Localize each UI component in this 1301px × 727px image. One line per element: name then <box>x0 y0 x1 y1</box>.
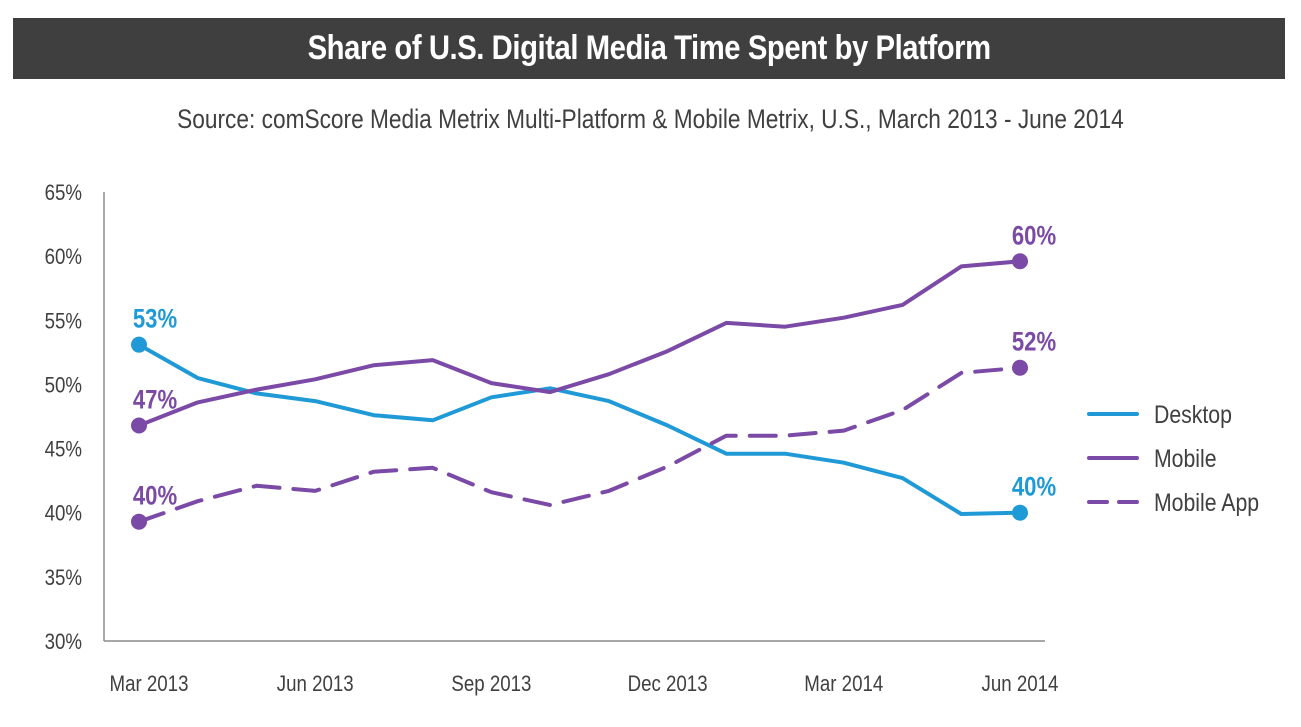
data-label: 60% <box>1012 221 1056 251</box>
title-bar: Share of U.S. Digital Media Time Spent b… <box>13 18 1285 79</box>
x-tick-label: Jun 2014 <box>982 673 1059 697</box>
y-tick-label: 50% <box>45 374 82 398</box>
x-tick-label: Jun 2013 <box>277 673 354 697</box>
y-tick-label: 40% <box>45 502 82 526</box>
data-point-marker <box>1012 253 1028 270</box>
legend-label: Mobile App <box>1154 488 1259 516</box>
data-point-marker <box>131 513 147 530</box>
y-tick-label: 55% <box>45 310 82 334</box>
legend-label: Desktop <box>1154 400 1232 428</box>
x-tick-label: Mar 2014 <box>804 673 883 697</box>
data-label: 53% <box>133 305 177 335</box>
data-point-marker <box>131 336 147 353</box>
series-line-desktop <box>137 342 1022 516</box>
legend-label: Mobile <box>1154 444 1217 472</box>
data-label: 47% <box>133 386 177 416</box>
data-point-marker <box>1012 504 1028 521</box>
data-label: 40% <box>1012 473 1056 503</box>
data-point-marker <box>1012 359 1028 376</box>
y-tick-label: 30% <box>45 631 82 655</box>
data-point-marker <box>131 417 147 434</box>
x-tick-label: Mar 2013 <box>110 673 189 697</box>
chart-title: Share of U.S. Digital Media Time Spent b… <box>307 29 991 67</box>
y-tick-label: 35% <box>45 567 82 591</box>
data-label: 40% <box>133 482 177 512</box>
series-line-mobile-app <box>137 365 1022 524</box>
y-tick-label: 45% <box>45 438 82 462</box>
y-tick-label: 60% <box>45 246 82 270</box>
y-tick-label: 65% <box>45 182 82 206</box>
data-label: 52% <box>1012 328 1056 358</box>
x-tick-label: Dec 2013 <box>628 673 708 697</box>
series-line-mobile <box>137 259 1022 428</box>
chart-subtitle: Source: comScore Media Metrix Multi-Plat… <box>177 104 1124 134</box>
chart-subtitle-container: Source: comScore Media Metrix Multi-Plat… <box>0 104 1301 135</box>
x-tick-label: Sep 2013 <box>451 673 531 697</box>
